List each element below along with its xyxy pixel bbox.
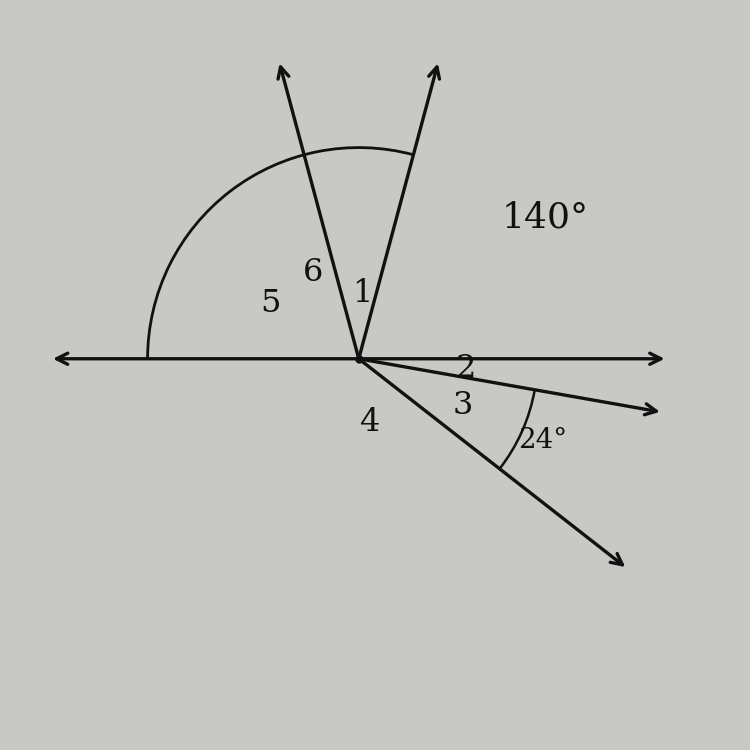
Text: 5: 5 — [260, 288, 280, 320]
Text: 6: 6 — [303, 257, 323, 288]
Text: 2: 2 — [455, 352, 476, 383]
Text: 24°: 24° — [518, 427, 567, 454]
Text: 4: 4 — [360, 407, 380, 438]
Text: 3: 3 — [452, 389, 472, 421]
Text: 140°: 140° — [502, 201, 590, 235]
Text: 1: 1 — [352, 278, 372, 309]
